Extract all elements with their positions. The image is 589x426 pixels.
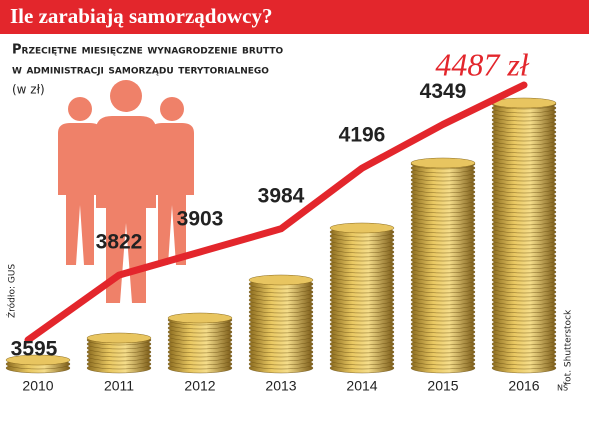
title-bar [0,0,589,34]
x-tick-label: 2010 [22,378,53,394]
author: NS [557,384,568,393]
x-tick-label: 2013 [265,378,296,394]
value-label: 4349 [420,80,467,103]
coin-top [248,274,314,286]
salary-line [24,81,528,344]
x-tick-label: 2015 [427,378,458,394]
chart-title: Ile zarabiają samorządowcy? [10,4,272,28]
coin-top [167,312,233,324]
coin-top [329,222,395,234]
unit-note: (w zł) [12,83,45,97]
value-label: 4487 zł [435,46,529,82]
value-label: 4196 [339,124,386,147]
x-tick-label: 2014 [346,378,377,394]
coin-top [5,354,71,366]
x-tick-label: 2011 [104,378,134,394]
coin-top [410,157,476,169]
value-label: 3822 [96,231,143,254]
subtitle: Przeciętne miesięczne wynagrodzenie brut… [12,43,284,58]
value-label: 3903 [177,207,224,230]
x-tick-label: 2016 [508,378,539,394]
source: Źródło: GUS [6,264,18,318]
subtitle: w administracji samorządu terytorialnego [12,63,269,78]
value-label: 3595 [11,338,58,361]
coin-stacks [5,97,557,374]
photo-credit: fot. Shutterstock [564,309,574,385]
x-tick-label: 2012 [184,378,215,394]
value-label: 3984 [258,184,305,207]
coin-top [86,332,152,344]
people-illustration [58,80,194,303]
